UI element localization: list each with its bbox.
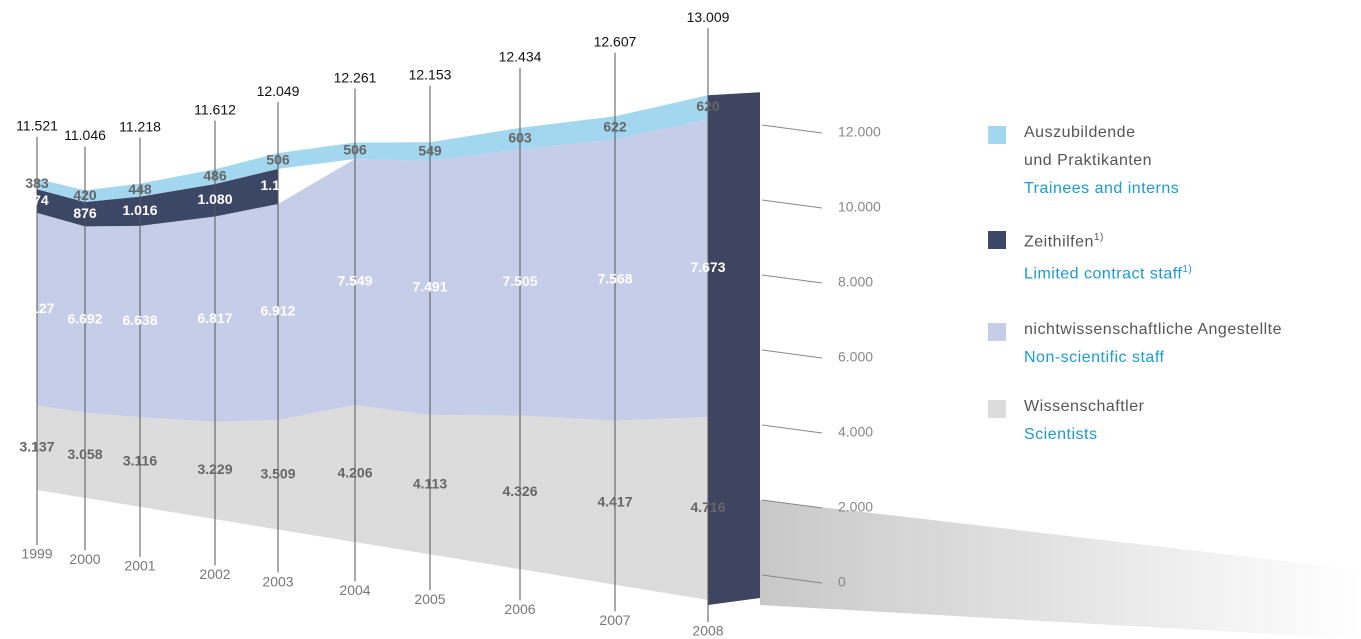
- y-tick-label: 4.000: [838, 424, 873, 440]
- value-label: 3.137: [19, 438, 54, 454]
- legend-label-en: Non-scientific staff: [1024, 349, 1165, 366]
- legend-swatch: [988, 323, 1006, 341]
- value-label: 620: [696, 98, 720, 114]
- value-label: 3.116: [123, 453, 157, 469]
- x-tick-label: 2006: [504, 601, 535, 617]
- value-label: 3.509: [260, 465, 295, 481]
- value-label: 7.127: [19, 300, 54, 316]
- value-label: 7.491: [412, 279, 447, 295]
- total-label: 11.046: [64, 127, 106, 143]
- value-label: 4.417: [597, 493, 632, 509]
- legend-swatch: [988, 400, 1006, 418]
- y-tick: [761, 499, 823, 509]
- value-label: 3.058: [67, 446, 102, 462]
- footnote: 1): [1093, 232, 1104, 243]
- value-label: 383: [25, 175, 49, 191]
- legend-label: Auszubildende und Praktikanten: [1024, 124, 1153, 169]
- x-tick-label: 2002: [199, 566, 230, 582]
- value-label: 4.113: [413, 475, 447, 491]
- total-label: 12.049: [257, 83, 300, 99]
- value-label: 420: [73, 187, 97, 203]
- value-label: 7.505: [502, 273, 537, 289]
- value-label: 7.673: [690, 259, 725, 275]
- x-tick-label: 2004: [339, 582, 370, 598]
- value-label: 1.122: [260, 177, 295, 193]
- y-tick-label: 2.000: [838, 499, 873, 515]
- side-wall: [708, 92, 760, 606]
- y-tick-label: 10.000: [838, 199, 881, 215]
- y-tick-label: 8.000: [838, 274, 873, 290]
- value-label: 622: [603, 118, 627, 134]
- y-tick: [761, 424, 823, 434]
- legend-swatch: [988, 231, 1006, 249]
- value-label: 6.912: [260, 303, 295, 319]
- legend-label: nichtwissenschaftliche Angestellte: [1024, 321, 1283, 338]
- area: [37, 119, 708, 422]
- value-label: 1.080: [197, 191, 232, 207]
- value-label: 506: [343, 141, 367, 157]
- value-label: 4.206: [337, 464, 372, 480]
- value-label: 549: [418, 142, 442, 158]
- value-label: 486: [203, 167, 227, 183]
- y-tick: [761, 199, 823, 209]
- value-label: 7.549: [337, 273, 372, 289]
- x-tick-label: 2008: [692, 623, 723, 639]
- value-label: 448: [128, 181, 152, 197]
- value-label: 4.326: [502, 483, 537, 499]
- y-tick-label: 6.000: [838, 349, 873, 365]
- value-label: 874: [25, 192, 49, 208]
- total-label: 13.009: [687, 9, 730, 25]
- value-label: 6.692: [67, 310, 102, 326]
- legend-text: Auszubildende und Praktikanten Trainees a…: [1024, 119, 1361, 203]
- value-label: 7.568: [597, 271, 632, 287]
- value-label: 876: [73, 205, 97, 221]
- x-tick-label: 2003: [262, 573, 293, 589]
- x-tick-label: 1999: [21, 546, 52, 562]
- footnote: 1): [1182, 264, 1193, 276]
- value-label: 1.016: [122, 202, 157, 218]
- total-label: 12.153: [409, 66, 452, 82]
- x-tick-label: 2001: [124, 558, 155, 574]
- y-tick: [761, 574, 823, 584]
- x-tick-label: 2007: [599, 612, 630, 628]
- value-label: 603: [508, 129, 532, 145]
- value-label: 4.716: [690, 499, 725, 515]
- value-label: 506: [266, 152, 290, 168]
- y-tick: [761, 124, 823, 134]
- area: [37, 405, 708, 600]
- legend-swatch: [988, 126, 1006, 144]
- legend-text: Wissenschaftler Scientists: [1024, 393, 1361, 449]
- total-label: 11.521: [16, 118, 58, 134]
- legend-label-en: Scientists: [1024, 426, 1098, 443]
- area: [37, 95, 708, 202]
- legend-text: Zeithilfen1) Limited contract staff1): [1024, 224, 1361, 289]
- floor-shadow: [760, 500, 1361, 639]
- total-label: 11.612: [194, 101, 236, 117]
- y-tick-label: 12.000: [838, 124, 881, 140]
- y-tick: [761, 349, 823, 359]
- legend-label-en: Trainees and interns: [1024, 180, 1180, 197]
- total-label: 11.218: [119, 119, 161, 135]
- x-tick-label: 2000: [69, 551, 100, 567]
- value-label: 6.638: [122, 312, 157, 328]
- y-tick: [761, 274, 823, 284]
- total-label: 12.261: [334, 69, 377, 85]
- legend-label-en: Limited contract staff: [1024, 265, 1183, 283]
- legend-text: nichtwissenschaftliche Angestellte Non-sc…: [1024, 316, 1361, 372]
- value-label: 6.817: [197, 310, 232, 326]
- y-tick-label: 0: [838, 574, 846, 590]
- total-label: 12.434: [499, 49, 542, 65]
- legend-label: Zeithilfen: [1024, 233, 1094, 251]
- value-label: 3.229: [197, 461, 232, 477]
- total-label: 12.607: [594, 33, 637, 49]
- area: [37, 168, 278, 227]
- x-tick-label: 2005: [414, 591, 445, 607]
- legend-label: Wissenschaftler: [1024, 398, 1145, 415]
